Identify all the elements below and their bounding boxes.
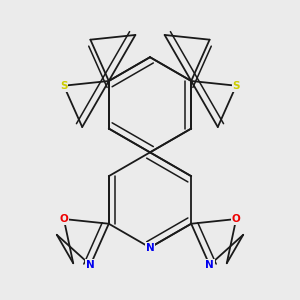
Text: N: N <box>146 242 154 253</box>
Text: N: N <box>205 260 214 270</box>
Text: O: O <box>232 214 241 224</box>
Text: O: O <box>59 214 68 224</box>
Text: S: S <box>232 81 240 91</box>
Text: S: S <box>60 81 68 91</box>
Text: N: N <box>86 260 95 270</box>
